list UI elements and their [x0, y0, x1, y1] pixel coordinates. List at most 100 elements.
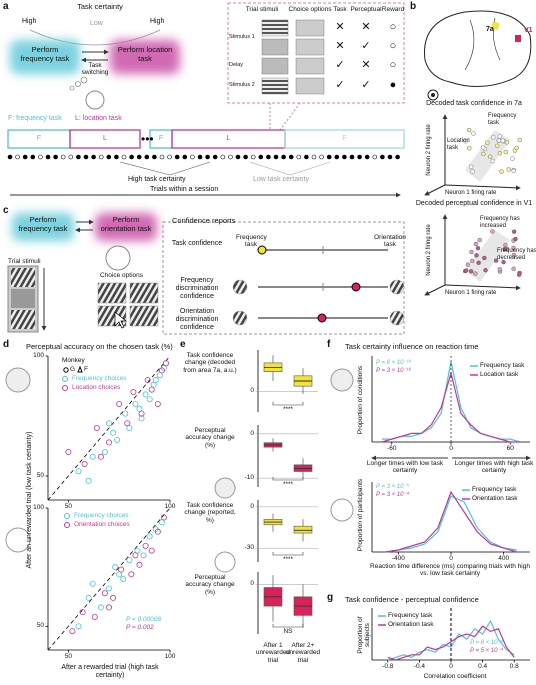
head	[214, 477, 236, 499]
significance: ****	[282, 481, 294, 488]
label: Correlation coefficient	[423, 673, 487, 680]
stimulus	[261, 57, 289, 75]
diagonal	[47, 507, 171, 651]
head	[5, 527, 31, 553]
neuron-dot	[511, 252, 516, 258]
neuron-dot	[477, 237, 482, 243]
p-value: P = 5 × 10⁻⁴	[470, 648, 504, 654]
legend-swatch	[77, 365, 83, 373]
trial-dot	[212, 154, 218, 160]
trial-dot	[311, 154, 317, 160]
scatter-point	[110, 429, 117, 436]
p-value: P = 3 × 10⁻⁵	[376, 484, 410, 490]
scatter-point	[146, 396, 153, 403]
head	[105, 245, 131, 271]
scatter-point	[75, 468, 82, 475]
label: Low task certainty	[253, 176, 310, 183]
scatter-point	[144, 376, 151, 383]
table-cell: ●	[389, 79, 397, 91]
thought-bubble	[69, 85, 75, 91]
table-cell: ✕	[361, 21, 371, 33]
scatter-point	[122, 410, 129, 417]
y-tick-label: 100	[33, 352, 44, 359]
trial-dot	[205, 154, 210, 160]
scatter-point	[162, 360, 169, 367]
neuron-dot	[511, 168, 516, 174]
label: Neuron 2 firing rate	[426, 224, 432, 276]
neuron-dot	[511, 229, 517, 234]
scatter-point	[106, 420, 113, 427]
trial-dot	[266, 154, 271, 160]
bracket	[249, 161, 331, 176]
trial-dot	[364, 154, 370, 160]
row-label: Stimulus 2	[229, 82, 255, 88]
y-tick-label: 0	[250, 502, 254, 510]
head	[330, 368, 354, 392]
ellipsis: •••	[141, 132, 154, 146]
panel-label: e	[180, 339, 186, 350]
label: After a rewarded trial (high task certai…	[61, 664, 159, 680]
scatter-point	[138, 415, 145, 422]
neuron-dot	[475, 246, 481, 251]
neuron-dot	[517, 272, 522, 277]
label: Longer times with low task certainty	[366, 460, 444, 475]
scatter-point	[116, 400, 123, 407]
table-cell: ○	[389, 59, 397, 71]
panel-label: b	[410, 1, 417, 12]
series-line	[387, 619, 515, 661]
trial-dot	[30, 154, 36, 160]
neuron-dot	[517, 137, 522, 143]
significance: NS	[283, 628, 293, 635]
p-value: P = 8 × 10⁻⁴	[470, 640, 504, 646]
grating	[11, 289, 35, 308]
sig-bracket	[272, 402, 304, 406]
neuron-dot	[480, 145, 486, 150]
p-value: P = 3 × 10⁻⁴	[376, 492, 410, 498]
neuron-dot	[502, 246, 508, 252]
trial-dot	[380, 154, 385, 160]
scatter-point	[89, 453, 96, 460]
label: Location task	[447, 138, 470, 151]
trial-dot	[45, 154, 51, 160]
scatter-point	[106, 604, 113, 611]
panel-label: g	[327, 592, 334, 603]
neuron-dot	[503, 242, 508, 248]
table-cell: ✓	[361, 40, 371, 52]
panel-label: d	[3, 339, 10, 350]
block-label: L	[226, 135, 231, 142]
series-line	[385, 490, 518, 553]
legend-label: Frequency task	[480, 362, 525, 369]
neuron-dot	[496, 138, 502, 143]
area-v1	[515, 35, 521, 42]
neuron-dot	[511, 245, 516, 251]
legend-label: Frequency task	[472, 486, 517, 493]
trial-dot	[342, 154, 347, 160]
table-cell: ○	[389, 21, 397, 33]
neuron-dot	[463, 138, 468, 144]
neuron-dot	[511, 266, 516, 271]
scatter-point	[158, 367, 165, 374]
sig-bracket	[272, 624, 304, 628]
x-tick-label: 100	[164, 653, 176, 660]
table-header: Choice options	[288, 6, 332, 13]
trial-dot	[15, 154, 20, 160]
certainty-curve	[29, 29, 161, 46]
trial-dot	[98, 154, 104, 160]
label: L: location task	[75, 115, 122, 122]
series-line	[381, 370, 521, 443]
neuron-dot	[490, 158, 495, 164]
neuron-dot	[470, 169, 475, 174]
neuron-dot	[500, 138, 506, 143]
block-label: F	[36, 135, 42, 142]
block-label: F	[342, 135, 347, 142]
trial-dot	[106, 154, 112, 160]
neuron-dot	[468, 269, 474, 274]
decision-plane	[465, 130, 510, 182]
axis	[424, 284, 446, 296]
table-frame	[227, 2, 405, 104]
task-box: Perform frequency task	[18, 215, 68, 233]
scatter-point	[146, 533, 153, 540]
label: Task certainty	[77, 2, 123, 11]
